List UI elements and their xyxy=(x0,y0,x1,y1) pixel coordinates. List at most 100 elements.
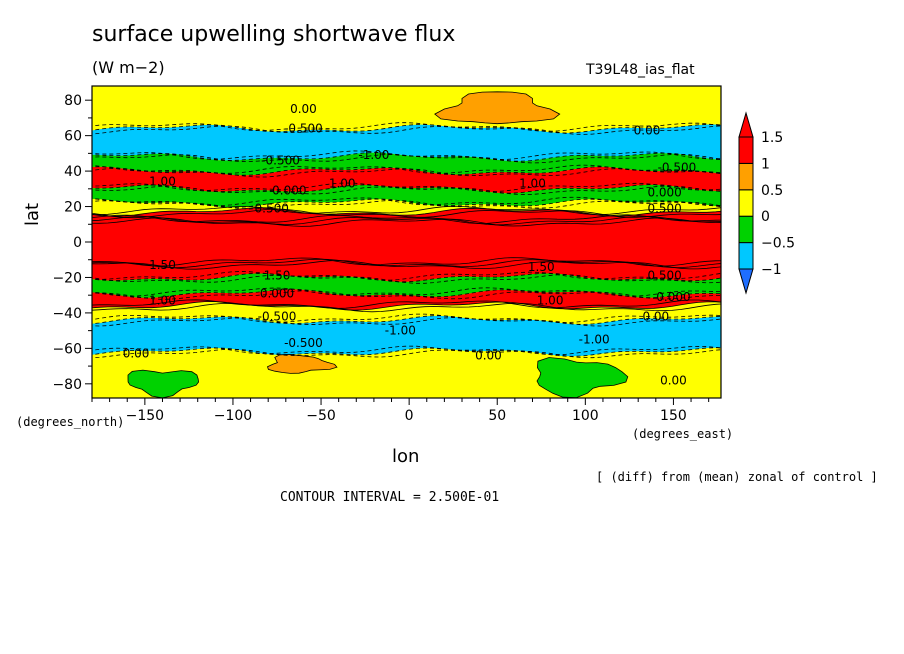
colorbar-label: 0 xyxy=(761,209,770,225)
contour-line-6-0 xyxy=(92,217,721,227)
y-axis-label: lat xyxy=(22,202,43,226)
contour-line-1-0 xyxy=(92,317,721,327)
contour-interval: CONTOUR INTERVAL = 2.500E-01 xyxy=(280,490,500,505)
contour-label: 0.00 xyxy=(290,102,317,116)
contour-line-1-2 xyxy=(92,313,721,324)
contour-labels: 0.00 -0.500 0.00 -1.00 -0.500 -0.500 1.00 1.00 1… xyxy=(123,102,697,387)
contour-line-1-1 xyxy=(92,315,721,325)
y-tick-label: −20 xyxy=(52,270,82,286)
contour-label: -1.00 xyxy=(579,333,610,347)
band-10 xyxy=(92,166,721,194)
contour-line-2-2 xyxy=(92,299,721,309)
contour-label: 0.00 xyxy=(634,123,661,137)
x-tick-label: −150 xyxy=(126,408,164,424)
contour-line-8-2 xyxy=(92,196,721,207)
colorbar-box xyxy=(738,189,754,217)
contour-line-11-1 xyxy=(92,152,721,162)
contour-label: 0.00 xyxy=(123,347,150,361)
contour-line-3-1 xyxy=(92,288,721,299)
colorbar-label: 1.5 xyxy=(761,130,783,146)
contour-line-8-1 xyxy=(92,198,721,208)
x-tick-label: 0 xyxy=(405,408,414,424)
contour-label: -0.500 xyxy=(261,153,300,167)
contour-label: 0.500 xyxy=(647,269,681,283)
contour-label: 1.00 xyxy=(149,294,176,308)
contour-label: -0.500 xyxy=(284,122,323,136)
contour-line-2-1 xyxy=(92,301,721,311)
colorbar-label: −0.5 xyxy=(761,236,795,252)
contour-line-12-0 xyxy=(92,125,721,135)
y-tick-label: 80 xyxy=(64,93,82,109)
contour-label: 1.00 xyxy=(329,177,356,191)
patch-2 xyxy=(536,357,629,398)
x-axis-label: lon xyxy=(392,446,420,467)
contour-line-2-0 xyxy=(92,302,721,313)
x-tick-label: −100 xyxy=(214,408,252,424)
contour-line-9-1 xyxy=(92,184,721,194)
plot-area xyxy=(92,86,721,398)
contour-label: 1.00 xyxy=(149,175,176,189)
y-tick-label: 60 xyxy=(64,129,82,145)
band-1 xyxy=(92,315,721,357)
contour-line-7-0 xyxy=(92,208,721,219)
y-tick-label: 20 xyxy=(64,200,82,216)
y-tick-label: 0 xyxy=(73,235,82,251)
colorbar-label: 1 xyxy=(761,156,770,172)
contour-label: 0.000 xyxy=(656,290,690,304)
contour-label: 1.50 xyxy=(528,260,555,274)
contour-line-10-2 xyxy=(92,164,721,174)
band-6 xyxy=(92,216,721,268)
contour-label: -0.500 xyxy=(658,161,697,175)
patch-1 xyxy=(267,354,338,374)
contour-line-0-2 xyxy=(92,345,721,356)
band-11 xyxy=(92,152,721,176)
contour-line-6-2 xyxy=(92,214,721,224)
contour-line-3-2 xyxy=(92,287,721,297)
contour-line-12-2 xyxy=(92,122,721,132)
contour-label: -1.00 xyxy=(385,324,416,338)
contour-lines xyxy=(92,122,721,359)
contour-line-5-0 xyxy=(92,260,721,270)
contour-line-9-0 xyxy=(92,185,721,196)
contour-label: 0.00 xyxy=(475,348,502,362)
patch-3 xyxy=(127,369,200,398)
colorbar-over-arrow xyxy=(738,111,754,138)
y-axis: −80 −60 −40 −20 0 20 40 60 80 xyxy=(52,93,92,393)
contour-line-3-0 xyxy=(92,290,721,300)
contour-label: 1.00 xyxy=(537,294,564,308)
y-axis-units: (degrees_north) xyxy=(16,415,125,429)
contour-line-0-0 xyxy=(92,348,721,359)
colorbar-box xyxy=(738,215,754,244)
chart-title: surface upwelling shortwave flux xyxy=(92,22,456,47)
x-axis: −150 −100 −50 0 50 100 150 xyxy=(91,398,710,424)
colorbar-label: −1 xyxy=(761,262,782,278)
colorbar-label: 0.5 xyxy=(761,183,783,199)
contour-line-7-2 xyxy=(92,205,721,216)
contour-label: 0.00 xyxy=(660,373,687,387)
contour-label: -0.500 xyxy=(258,309,297,323)
contour-line-4-1 xyxy=(92,272,721,283)
contour-line-5-2 xyxy=(92,257,721,267)
contour-line-0-1 xyxy=(92,347,721,357)
contour-line-10-1 xyxy=(92,166,721,176)
patch-0 xyxy=(434,91,561,125)
contour-label: 1.50 xyxy=(149,258,176,272)
run-label: T39L48_ias_flat xyxy=(586,62,695,78)
contour-label: 0.00 xyxy=(642,309,669,323)
contour-line-9-2 xyxy=(92,182,721,192)
contour-line-12-1 xyxy=(92,123,721,134)
y-tick-label: 40 xyxy=(64,164,82,180)
contour-line-11-2 xyxy=(92,150,721,160)
colorbar-under-arrow xyxy=(738,268,754,295)
band-8 xyxy=(92,198,721,217)
colorbar: −1 −0.5 0 0.5 1 1.5 xyxy=(738,111,795,295)
y-tick-label: −80 xyxy=(52,377,82,393)
contour-label: -1.00 xyxy=(358,148,389,162)
x-tick-label: −50 xyxy=(306,408,336,424)
band-12 xyxy=(92,124,721,162)
colorbar-box xyxy=(738,136,754,164)
contour-label: 0.000 xyxy=(272,184,306,198)
chart-units: (W m−2) xyxy=(92,58,165,77)
y-tick-label: −60 xyxy=(52,341,82,357)
